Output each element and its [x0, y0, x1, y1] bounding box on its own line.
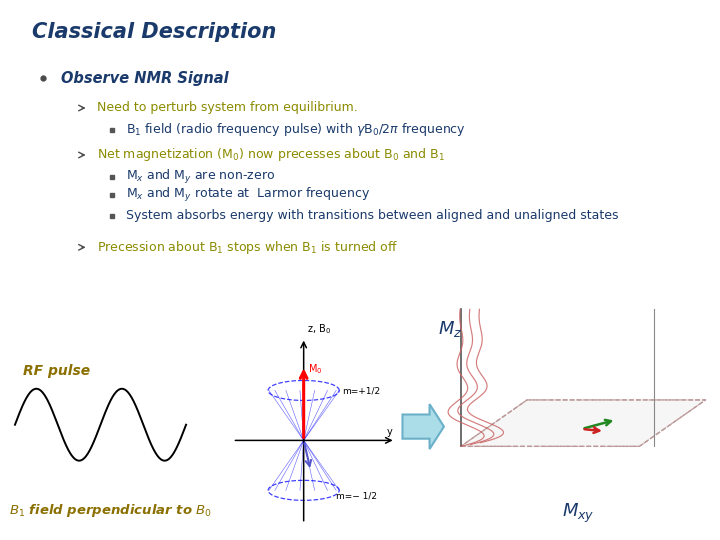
Text: z, B$_0$: z, B$_0$	[307, 322, 331, 336]
Text: $\mathit{M_{xy}}$: $\mathit{M_{xy}}$	[562, 502, 594, 525]
FancyArrow shape	[402, 404, 444, 449]
Text: B$_1$ field (radio frequency pulse) with $\gamma$B$_0$/2$\pi$ frequency: B$_1$ field (radio frequency pulse) with…	[126, 121, 466, 138]
Text: M$_x$ and M$_y$ are non-zero: M$_x$ and M$_y$ are non-zero	[126, 168, 275, 186]
Polygon shape	[461, 400, 706, 447]
Text: $\mathit{M_z}$: $\mathit{M_z}$	[438, 319, 462, 339]
Text: RF pulse: RF pulse	[23, 364, 90, 378]
Text: Net magnetization (M$_0$) now precesses about B$_0$ and B$_1$: Net magnetization (M$_0$) now precesses …	[97, 146, 446, 164]
Text: Observe NMR Signal: Observe NMR Signal	[61, 71, 229, 86]
Text: m=+1/2: m=+1/2	[342, 386, 380, 395]
Text: Precession about B$_1$ stops when B$_1$ is turned off: Precession about B$_1$ stops when B$_1$ …	[97, 239, 399, 256]
Text: M$_0$: M$_0$	[308, 363, 323, 376]
Text: m=− 1/2: m=− 1/2	[336, 492, 377, 501]
Text: $B_1$ field perpendicular to $B_0$: $B_1$ field perpendicular to $B_0$	[9, 502, 212, 519]
Text: Need to perturb system from equilibrium.: Need to perturb system from equilibrium.	[97, 102, 358, 114]
Text: System absorbs energy with transitions between aligned and unaligned states: System absorbs energy with transitions b…	[126, 210, 618, 222]
Text: y: y	[387, 427, 392, 437]
Text: Classical Description: Classical Description	[32, 22, 276, 42]
Text: M$_x$ and M$_y$ rotate at  Larmor frequency: M$_x$ and M$_y$ rotate at Larmor frequen…	[126, 186, 370, 205]
